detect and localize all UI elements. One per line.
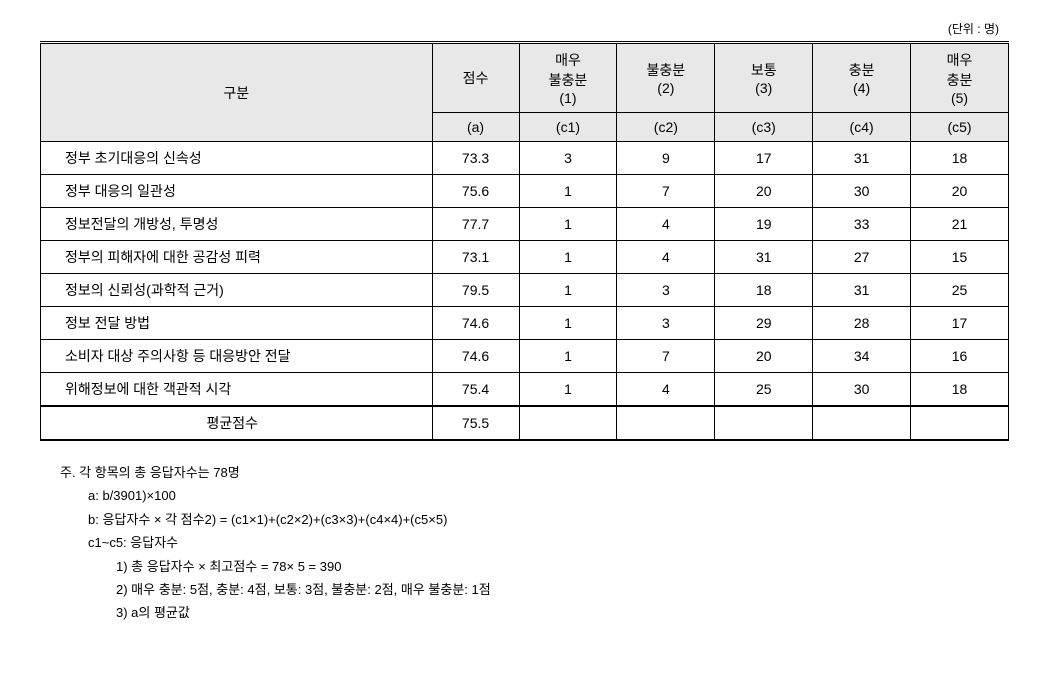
header-very-insufficient: 매우 불충분 (1): [519, 43, 617, 113]
row-c5: 17: [911, 307, 1009, 340]
row-label: 소비자 대상 주의사항 등 대응방안 전달: [41, 340, 433, 373]
row-c2: 4: [617, 241, 715, 274]
average-row: 평균점수 75.5: [41, 406, 1009, 440]
row-c1: 1: [519, 241, 617, 274]
header-category: 구분: [41, 43, 433, 142]
header-insufficient: 불충분 (2): [617, 43, 715, 113]
row-score: 74.6: [432, 307, 519, 340]
subheader-c3: (c3): [715, 113, 813, 142]
row-c4: 31: [813, 142, 911, 175]
table-row: 위해정보에 대한 객관적 시각 75.4 1 4 25 30 18: [41, 373, 1009, 407]
average-score: 75.5: [432, 406, 519, 440]
note-b: b: 응답자수 × 각 점수2) = (c1×1)+(c2×2)+(c3×3)+…: [60, 508, 1009, 531]
subheader-c5: (c5): [911, 113, 1009, 142]
average-empty: [911, 406, 1009, 440]
note-3: 3) a의 평균값: [60, 601, 1009, 624]
average-empty: [519, 406, 617, 440]
row-score: 77.7: [432, 208, 519, 241]
row-score: 75.4: [432, 373, 519, 407]
unit-label: (단위 : 명): [40, 20, 1009, 37]
header-normal: 보통 (3): [715, 43, 813, 113]
row-c5: 18: [911, 373, 1009, 407]
note-main: 주. 각 항목의 총 응답자수는 78명: [60, 461, 1009, 484]
header-sufficient: 충분 (4): [813, 43, 911, 113]
row-c3: 20: [715, 340, 813, 373]
row-label: 정보전달의 개방성, 투명성: [41, 208, 433, 241]
row-c3: 18: [715, 274, 813, 307]
row-c1: 1: [519, 373, 617, 407]
header-score: 점수: [432, 43, 519, 113]
row-c1: 1: [519, 208, 617, 241]
row-c3: 17: [715, 142, 813, 175]
average-label: 평균점수: [41, 406, 433, 440]
row-c1: 1: [519, 340, 617, 373]
row-c1: 3: [519, 142, 617, 175]
subheader-c1: (c1): [519, 113, 617, 142]
row-c3: 20: [715, 175, 813, 208]
row-c2: 4: [617, 373, 715, 407]
row-label: 정보의 신뢰성(과학적 근거): [41, 274, 433, 307]
table-row: 정보전달의 개방성, 투명성 77.7 1 4 19 33 21: [41, 208, 1009, 241]
row-score: 79.5: [432, 274, 519, 307]
row-c4: 30: [813, 175, 911, 208]
row-c3: 25: [715, 373, 813, 407]
average-empty: [715, 406, 813, 440]
table-row: 정보 전달 방법 74.6 1 3 29 28 17: [41, 307, 1009, 340]
row-c1: 1: [519, 274, 617, 307]
row-c5: 21: [911, 208, 1009, 241]
row-c2: 7: [617, 175, 715, 208]
subheader-c2: (c2): [617, 113, 715, 142]
row-c5: 25: [911, 274, 1009, 307]
row-c2: 3: [617, 307, 715, 340]
row-c2: 4: [617, 208, 715, 241]
note-c: c1~c5: 응답자수: [60, 531, 1009, 554]
row-c4: 30: [813, 373, 911, 407]
row-c2: 9: [617, 142, 715, 175]
row-c3: 31: [715, 241, 813, 274]
row-score: 74.6: [432, 340, 519, 373]
row-score: 73.1: [432, 241, 519, 274]
row-c2: 7: [617, 340, 715, 373]
note-1: 1) 총 응답자수 × 최고점수 = 78× 5 = 390: [60, 555, 1009, 578]
row-c5: 16: [911, 340, 1009, 373]
subheader-a: (a): [432, 113, 519, 142]
average-empty: [813, 406, 911, 440]
row-c4: 34: [813, 340, 911, 373]
table-row: 정부의 피해자에 대한 공감성 피력 73.1 1 4 31 27 15: [41, 241, 1009, 274]
row-label: 위해정보에 대한 객관적 시각: [41, 373, 433, 407]
table-body: 정부 초기대응의 신속성 73.3 3 9 17 31 18 정부 대응의 일관…: [41, 142, 1009, 441]
row-c4: 27: [813, 241, 911, 274]
subheader-c4: (c4): [813, 113, 911, 142]
row-c4: 28: [813, 307, 911, 340]
row-label: 정부 대응의 일관성: [41, 175, 433, 208]
row-c3: 29: [715, 307, 813, 340]
row-score: 75.6: [432, 175, 519, 208]
header-very-sufficient: 매우 충분 (5): [911, 43, 1009, 113]
table-row: 정부 대응의 일관성 75.6 1 7 20 30 20: [41, 175, 1009, 208]
note-2: 2) 매우 충분: 5점, 충분: 4점, 보통: 3점, 불충분: 2점, 매…: [60, 578, 1009, 601]
row-c1: 1: [519, 307, 617, 340]
notes-section: 주. 각 항목의 총 응답자수는 78명 a: b/3901)×100 b: 응…: [40, 461, 1009, 625]
table-row: 정부 초기대응의 신속성 73.3 3 9 17 31 18: [41, 142, 1009, 175]
row-label: 정부 초기대응의 신속성: [41, 142, 433, 175]
row-c4: 31: [813, 274, 911, 307]
table-row: 소비자 대상 주의사항 등 대응방안 전달 74.6 1 7 20 34 16: [41, 340, 1009, 373]
data-table: 구분 점수 매우 불충분 (1) 불충분 (2) 보통 (3) 충분 (4) 매…: [40, 41, 1009, 441]
table-row: 정보의 신뢰성(과학적 근거) 79.5 1 3 18 31 25: [41, 274, 1009, 307]
row-c3: 19: [715, 208, 813, 241]
row-c2: 3: [617, 274, 715, 307]
row-c5: 18: [911, 142, 1009, 175]
row-label: 정보 전달 방법: [41, 307, 433, 340]
row-label: 정부의 피해자에 대한 공감성 피력: [41, 241, 433, 274]
row-score: 73.3: [432, 142, 519, 175]
average-empty: [617, 406, 715, 440]
note-a: a: b/3901)×100: [60, 484, 1009, 507]
row-c1: 1: [519, 175, 617, 208]
row-c4: 33: [813, 208, 911, 241]
row-c5: 20: [911, 175, 1009, 208]
row-c5: 15: [911, 241, 1009, 274]
